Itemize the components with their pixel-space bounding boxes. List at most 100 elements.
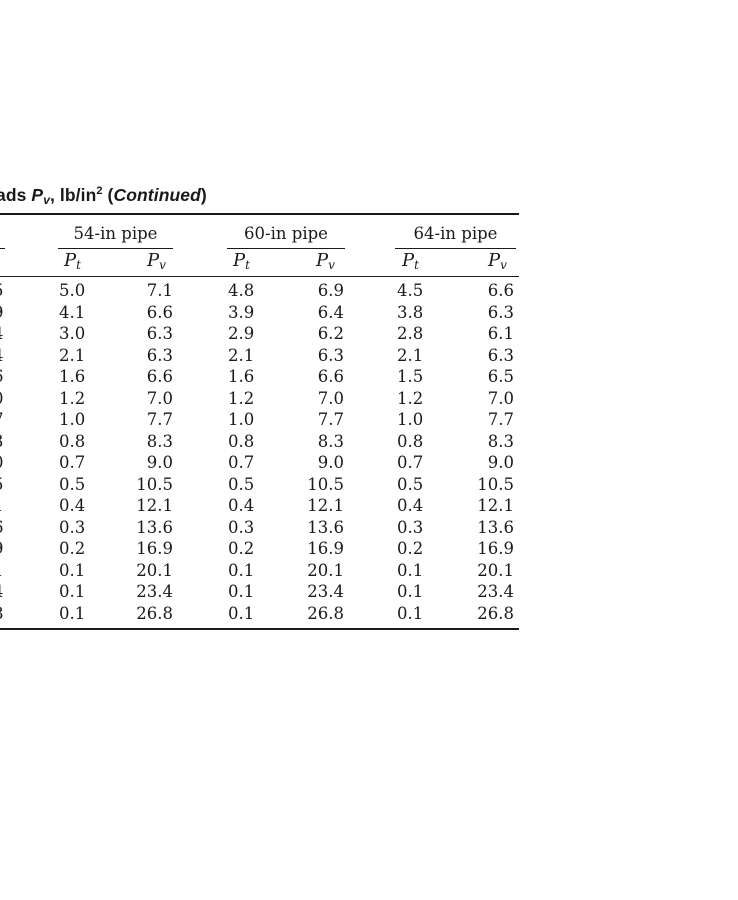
cell-pv-60: 16.9 <box>307 539 344 558</box>
col-head-pt-60: Pt <box>233 250 250 272</box>
cell-pt-54: 0.1 <box>59 603 86 623</box>
header-stub-rule <box>0 248 5 249</box>
cell-pt-54: 0.1 <box>59 560 86 580</box>
cell-pt-64: 0.1 <box>397 582 424 601</box>
cell-pt-60: 3.9 <box>228 302 255 322</box>
cell-pt-64: 2.1 <box>397 345 424 365</box>
cell-pt-54: 0.4 <box>59 496 86 515</box>
cell-pv-60: 6.6 <box>317 367 344 386</box>
cell-pv-60: 10.5 <box>307 474 344 494</box>
col-head-pt-64: Pt <box>402 250 419 272</box>
cell-pv-60: 6.2 <box>317 324 344 343</box>
cell-pt-64: 0.1 <box>397 560 424 580</box>
cell-pv-54: 13.6 <box>136 517 173 537</box>
cell-pt-60: 0.1 <box>228 560 255 580</box>
table-row: 1 0.4 12.1 0.4 12.1 0.4 12.1 <box>0 495 519 517</box>
table-row: 1 0.1 20.1 0.1 20.1 0.1 20.1 <box>0 560 519 582</box>
group-title-60-in: 60-in pipe <box>244 224 328 243</box>
cell-pt-64: 1.5 <box>397 367 424 386</box>
caption-continued: Continued <box>113 185 201 205</box>
cell-pv-60: 26.8 <box>307 603 344 623</box>
table-row: 9 0.2 16.9 0.2 16.9 0.2 16.9 <box>0 538 519 560</box>
clipped-stub-value: 9 <box>0 538 3 560</box>
cell-pt-60: 0.3 <box>228 517 255 537</box>
cell-pv-64: 6.3 <box>487 302 514 322</box>
cell-pt-54: 0.1 <box>59 582 86 601</box>
cell-pt-54: 0.2 <box>59 539 86 558</box>
cell-pv-64: 23.4 <box>477 582 514 601</box>
cell-pv-60: 12.1 <box>307 496 344 515</box>
caption-lead: ads <box>0 185 27 205</box>
group-title-54-in: 54-in pipe <box>73 224 158 243</box>
cell-pv-64: 12.1 <box>477 496 514 515</box>
clipped-stub-value: 6 <box>0 366 3 388</box>
cell-pt-60: 0.7 <box>228 453 255 472</box>
clipped-stub-value: 0 <box>0 388 3 410</box>
caption-unit: , lb/in <box>49 185 97 205</box>
cell-pv-60: 6.9 <box>317 281 344 300</box>
group-rule-60-in <box>227 248 345 249</box>
cell-pt-54: 4.1 <box>59 302 86 322</box>
cell-pv-54: 6.3 <box>146 324 173 343</box>
group-rule-54-in <box>58 248 173 249</box>
table-row: 6 1.6 6.6 1.6 6.6 1.5 6.5 <box>0 366 519 388</box>
col-head-pv-64: Pv <box>488 250 507 272</box>
clipped-stub-value: 3 <box>0 431 3 453</box>
table-row: 8 0.1 26.8 0.1 26.8 0.1 26.8 <box>0 603 519 625</box>
cell-pt-64: 4.5 <box>397 281 424 300</box>
cell-pt-54: 0.7 <box>59 453 86 472</box>
cell-pt-64: 2.8 <box>397 324 424 343</box>
cell-pt-54: 1.2 <box>59 388 86 408</box>
cell-pt-60: 2.9 <box>228 324 255 343</box>
cell-pt-54: 2.1 <box>59 345 86 365</box>
clipped-stub-value: 7 <box>0 409 3 431</box>
table-row: 4 3.0 6.3 2.9 6.2 2.8 6.1 <box>0 323 519 345</box>
cell-pv-64: 7.0 <box>487 388 514 408</box>
cell-pt-64: 0.1 <box>397 603 424 623</box>
cell-pv-54: 6.6 <box>146 302 173 322</box>
cell-pt-60: 0.1 <box>228 603 255 623</box>
cell-pv-60: 8.3 <box>317 431 344 451</box>
cell-pv-64: 26.8 <box>477 603 514 623</box>
cell-pt-60: 0.2 <box>228 539 255 558</box>
cell-pv-54: 7.1 <box>146 281 173 300</box>
cell-pt-64: 0.4 <box>397 496 424 515</box>
cell-pt-54: 5.0 <box>59 281 86 300</box>
clipped-stub-value: 4 <box>0 345 3 367</box>
table-body: 5 5.0 7.1 4.8 6.9 4.5 6.6 9 4.1 6.6 3.9 6.4 3.8 6.3 4 3… <box>0 280 519 624</box>
cell-pt-64: 3.8 <box>397 302 424 322</box>
group-rule-64-in <box>395 248 516 249</box>
cell-pv-64: 10.5 <box>477 474 514 494</box>
cell-pt-60: 4.8 <box>228 281 255 300</box>
cell-pv-60: 20.1 <box>307 560 344 580</box>
cell-pv-54: 10.5 <box>136 474 173 494</box>
cell-pt-64: 1.0 <box>397 410 424 429</box>
clipped-stub-value: 4 <box>0 323 3 345</box>
cell-pt-60: 1.6 <box>228 367 255 386</box>
cell-pv-64: 6.3 <box>487 345 514 365</box>
clipped-stub-value: 1 <box>0 560 3 582</box>
cell-pv-64: 6.6 <box>487 281 514 300</box>
cell-pv-64: 6.1 <box>487 324 514 343</box>
cell-pv-54: 16.9 <box>136 539 173 558</box>
table-row: 0 0.7 9.0 0.7 9.0 0.7 9.0 <box>0 452 519 474</box>
clipped-stub-value: 5 <box>0 474 3 496</box>
clipped-stub-value: 8 <box>0 603 3 625</box>
table-row: 0 1.2 7.0 1.2 7.0 1.2 7.0 <box>0 388 519 410</box>
table-bottom-rule <box>0 628 519 630</box>
cell-pt-64: 0.3 <box>397 517 424 537</box>
cell-pt-54: 0.8 <box>59 431 86 451</box>
cell-pv-54: 26.8 <box>136 603 173 623</box>
cell-pv-60: 9.0 <box>317 453 344 472</box>
cell-pt-60: 1.0 <box>228 410 255 429</box>
cell-pv-60: 7.0 <box>317 388 344 408</box>
table-top-rule <box>0 213 519 215</box>
header-bottom-rule <box>0 276 519 277</box>
cell-pt-54: 0.5 <box>59 474 86 494</box>
table-row: 9 4.1 6.6 3.9 6.4 3.8 6.3 <box>0 302 519 324</box>
table-caption: ads Pv, lb/in2 (Continued) <box>0 185 207 207</box>
cell-pv-60: 23.4 <box>307 582 344 601</box>
cell-pv-54: 7.7 <box>146 410 173 429</box>
cell-pv-54: 6.6 <box>146 367 173 386</box>
